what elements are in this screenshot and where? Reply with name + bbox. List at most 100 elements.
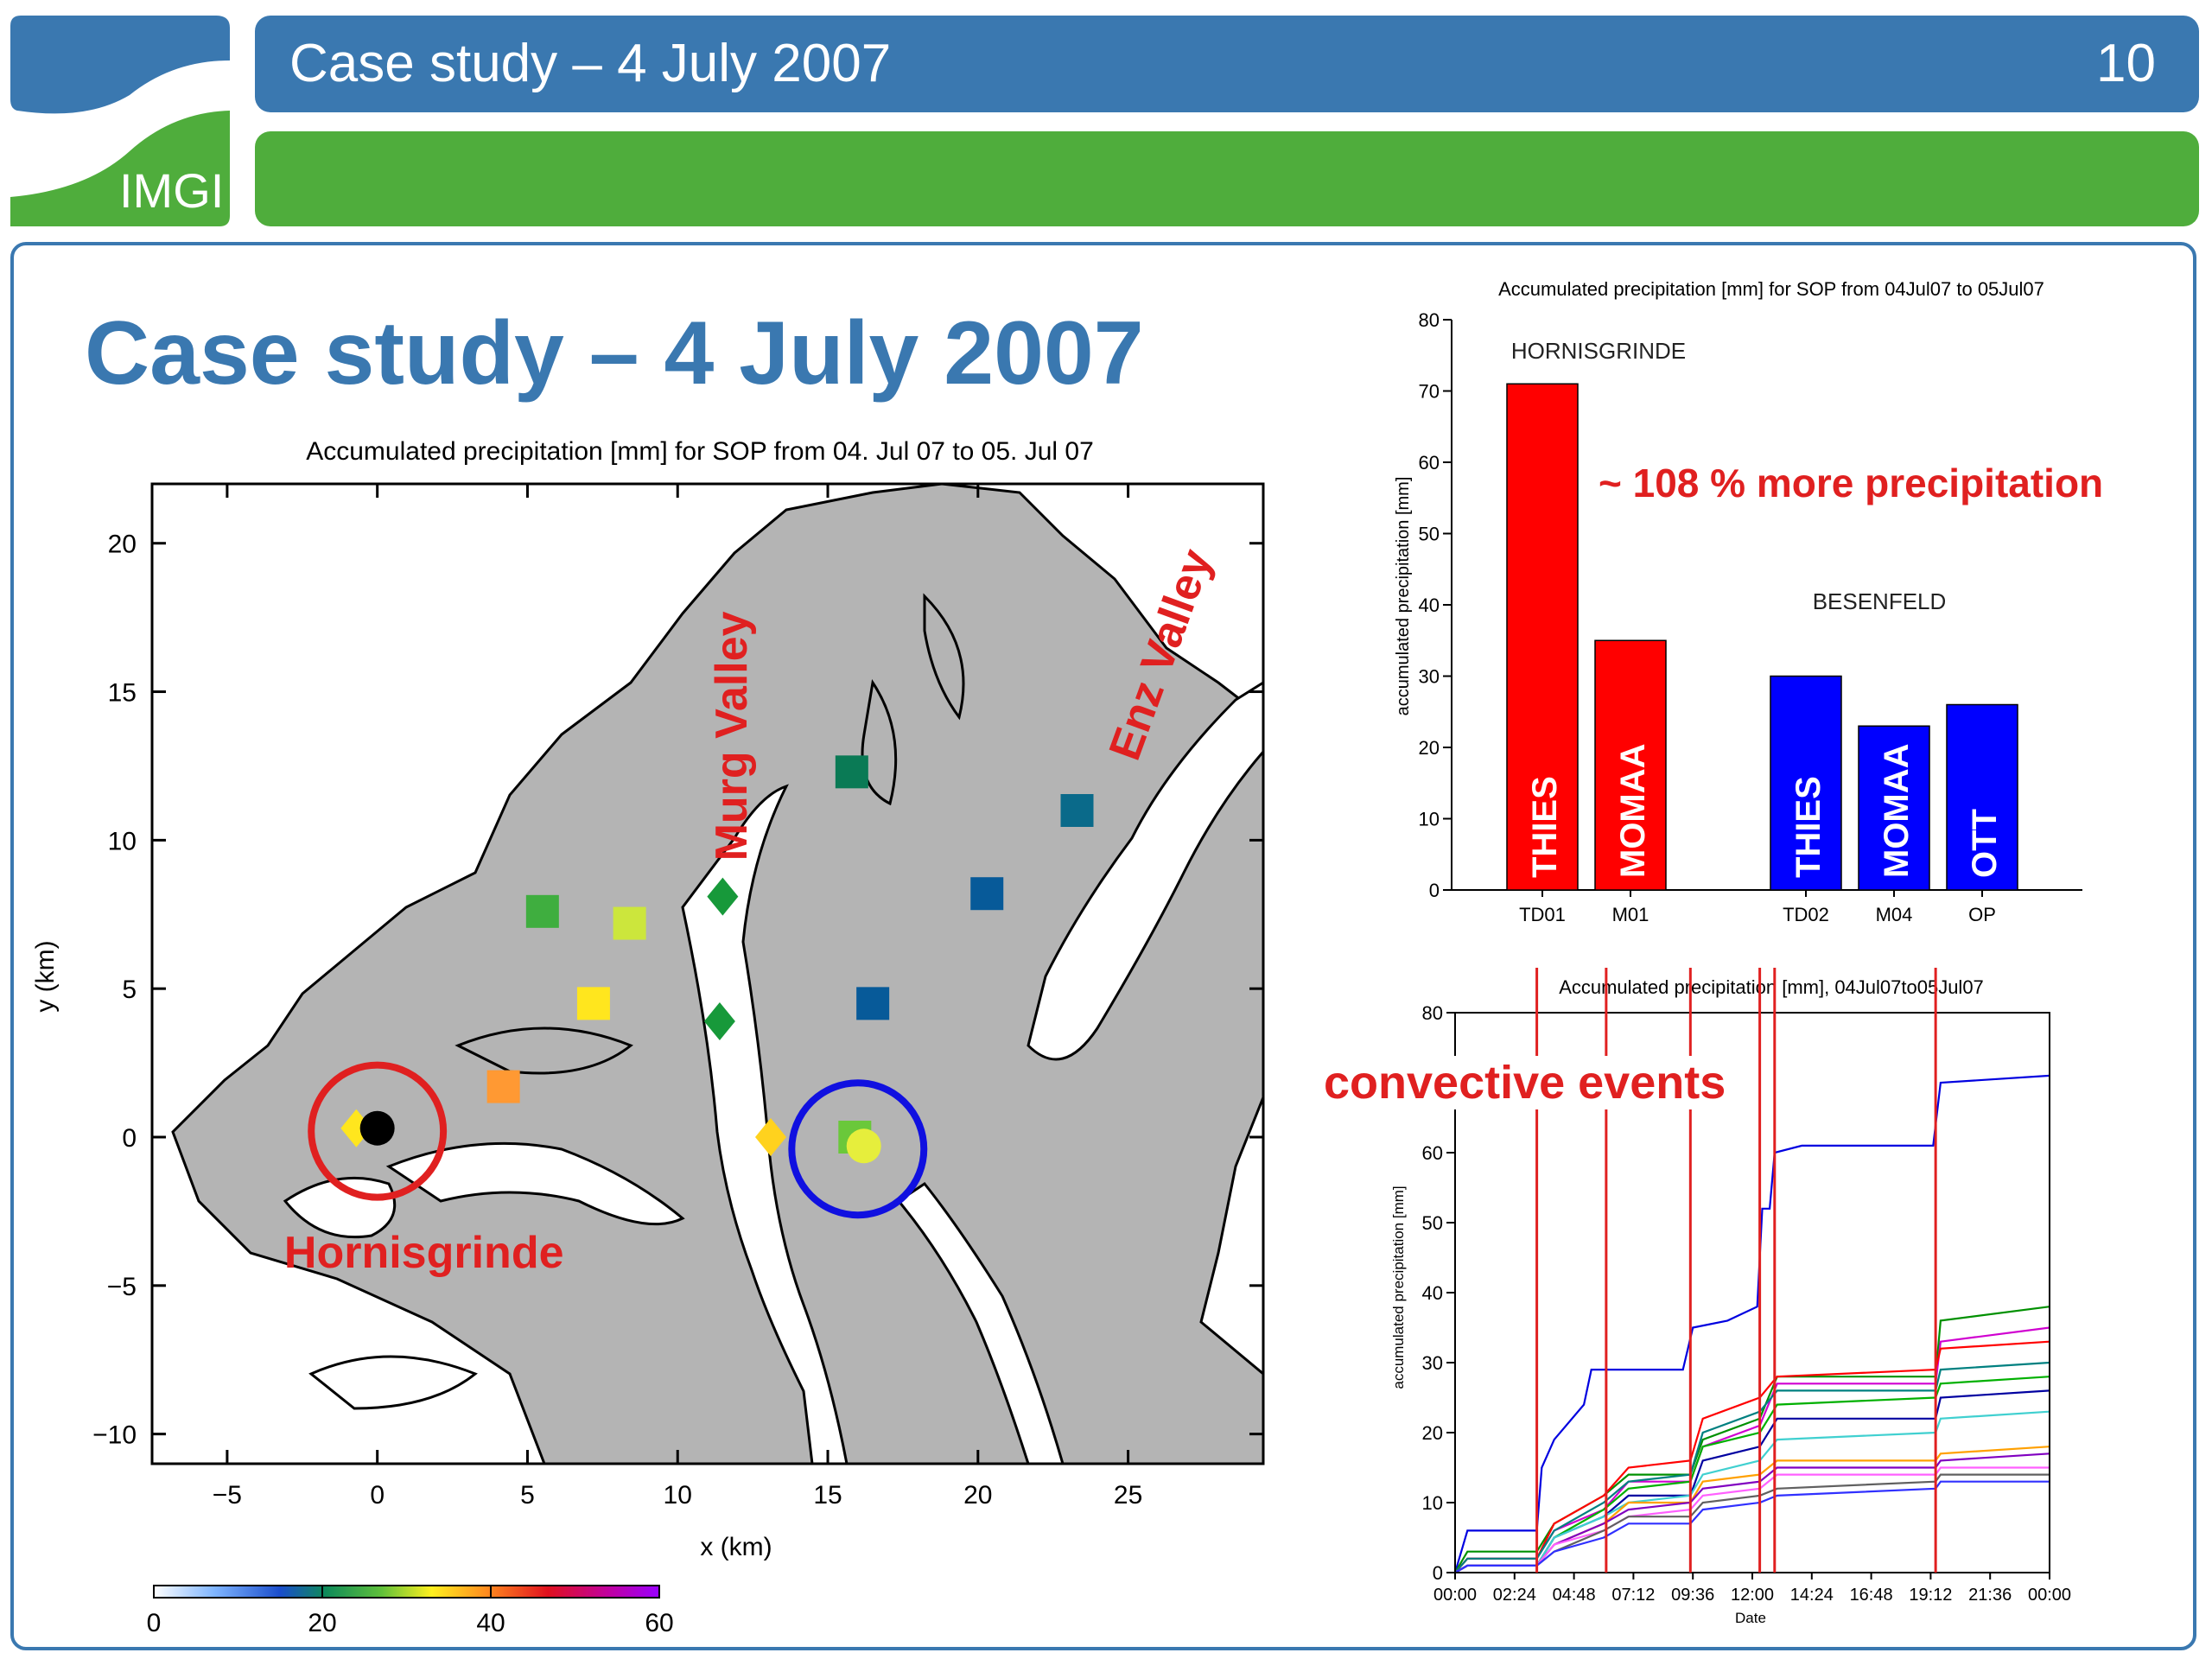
line-ytick-label: 40	[1422, 1282, 1443, 1304]
logo-text: IMGI	[119, 163, 224, 218]
map-xtick-label: 25	[1114, 1481, 1142, 1510]
line-xlabel: Date	[1735, 1610, 1766, 1626]
station-diamond	[707, 877, 739, 916]
station-circle	[846, 1128, 881, 1164]
line-ytick-label: 0	[1433, 1562, 1443, 1584]
bar-label: THIES	[1526, 776, 1564, 878]
map-ytick-label: −10	[92, 1421, 137, 1450]
line-xtick-label: 14:24	[1790, 1586, 1834, 1605]
line-ytick-label: 60	[1422, 1142, 1443, 1164]
bar	[1770, 675, 1842, 891]
bar-category-label: M04	[1876, 904, 1913, 925]
group-label-hornisgrinde: HORNISGRINDE	[1511, 338, 1686, 364]
line-xtick-label: 02:24	[1493, 1586, 1536, 1605]
content-panel	[10, 242, 2196, 1650]
highlight-circle	[308, 1061, 448, 1201]
line-xtick-label: 19:12	[1909, 1586, 1952, 1605]
header-green-bar	[255, 131, 2199, 226]
line-xtick-label: 09:36	[1671, 1586, 1714, 1605]
map-xtick-label: 15	[813, 1481, 842, 1510]
bar	[1858, 725, 1930, 891]
bar-ytick-label: 10	[1419, 809, 1440, 830]
bar-category-label: TD02	[1783, 904, 1829, 925]
bar-category-label: TD01	[1519, 904, 1566, 925]
station-square	[970, 877, 1004, 911]
line-xtick-label: 21:36	[1968, 1586, 2012, 1605]
precip-series-line	[1454, 1410, 2050, 1573]
bar-category-label: M01	[1612, 904, 1649, 925]
precipitation-map: Accumulated precipitation [mm] for SOP f…	[31, 437, 1265, 1637]
station-square	[835, 755, 868, 789]
line-xtick-label: 16:48	[1850, 1586, 1893, 1605]
line-xtick-label: 12:00	[1731, 1586, 1774, 1605]
station-diamond	[703, 1001, 735, 1040]
precip-series-line	[1454, 1480, 2050, 1573]
map-xtick-label: 5	[520, 1481, 535, 1510]
bar-ytick-label: 30	[1419, 666, 1440, 688]
line-ytick-label: 10	[1422, 1492, 1443, 1514]
line-xtick-label: 04:48	[1553, 1586, 1596, 1605]
precip-series-line	[1454, 1326, 2050, 1573]
colorbar	[153, 1585, 660, 1599]
bar-title: Accumulated precipitation [mm] for SOP f…	[1498, 278, 2044, 300]
station-circle	[359, 1110, 395, 1146]
precip-series-line	[1453, 1074, 2050, 1573]
line-ylabel: accumulated precipitation [mm]	[1390, 1185, 1407, 1389]
map-ytick-label: 20	[108, 531, 137, 559]
highlight-circle	[788, 1079, 928, 1219]
line-ytick-label: 30	[1422, 1352, 1443, 1374]
map-title: Accumulated precipitation [mm] for SOP f…	[306, 437, 1094, 466]
colorbar-tick-label: 0	[147, 1609, 162, 1637]
line-chart: Accumulated precipitation [mm], 04Jul07t…	[1390, 968, 2071, 1626]
bar-ytick-label: 60	[1419, 452, 1440, 474]
station-square	[1060, 794, 1094, 827]
imgi-logo: IMGI	[10, 16, 230, 226]
map-xtick-label: −5	[213, 1481, 242, 1510]
map-xtick-label: 0	[370, 1481, 385, 1510]
line-title: Accumulated precipitation [mm], 04Jul07t…	[1559, 976, 1984, 998]
convective-events-label: convective events	[1320, 1056, 1730, 1109]
bar-chart: Accumulated precipitation [mm] for SOP f…	[1394, 278, 2082, 925]
line-ytick-label: 20	[1422, 1422, 1443, 1444]
bar	[1594, 639, 1667, 891]
station-diamond	[754, 1118, 786, 1156]
bar-ytick-label: 50	[1419, 524, 1440, 545]
station-square	[525, 894, 559, 928]
bar-label: THIES	[1789, 776, 1827, 878]
map-xtick-label: 20	[963, 1481, 992, 1510]
bar-label: MOMAA	[1878, 743, 1916, 878]
bar-ytick-label: 40	[1419, 594, 1440, 616]
map-ytick-label: 15	[108, 679, 137, 708]
header-bar: Case study – 4 July 2007 10	[255, 16, 2199, 112]
line-ytick-label: 50	[1422, 1212, 1443, 1234]
station-square	[486, 1070, 520, 1103]
map-ytick-label: 0	[122, 1124, 137, 1153]
bar-ytick-label: 20	[1419, 737, 1440, 759]
header-title: Case study – 4 July 2007	[289, 34, 892, 93]
colorbar-tick-label: 40	[476, 1609, 505, 1637]
bar-ytick-label: 70	[1419, 381, 1440, 403]
map-ytick-label: −5	[107, 1273, 137, 1301]
map-ytick-label: 5	[122, 976, 137, 1004]
page-number: 10	[2096, 34, 2156, 93]
group-label-besenfeld: BESENFELD	[1813, 588, 1947, 614]
annotation-hornisgrinde: Hornisgrinde	[284, 1228, 564, 1278]
bar-ylabel: accumulated precipitation [mm]	[1394, 477, 1413, 716]
colorbar-tick-label: 20	[308, 1609, 336, 1637]
line-xtick-label: 00:00	[1433, 1586, 1477, 1605]
bar-category-label: OP	[1968, 904, 1996, 925]
map-xlabel: x (km)	[700, 1533, 772, 1561]
station-square	[613, 906, 646, 940]
slide-title: Case study – 4 July 2007	[85, 303, 1144, 404]
map-ytick-label: 10	[108, 827, 137, 855]
terrain-layer	[171, 484, 1263, 1464]
station-square	[856, 987, 890, 1020]
line-ytick-label: 80	[1422, 1002, 1443, 1024]
bar-ytick-label: 80	[1419, 309, 1440, 331]
map-frame	[150, 482, 1265, 1465]
colorbar-tick-label: 60	[645, 1609, 673, 1637]
bar	[1506, 383, 1579, 891]
bar-annotation: ~ 108 % more precipitation	[1599, 461, 2104, 505]
line-xtick-label: 00:00	[2028, 1586, 2071, 1605]
station-square	[576, 987, 610, 1020]
